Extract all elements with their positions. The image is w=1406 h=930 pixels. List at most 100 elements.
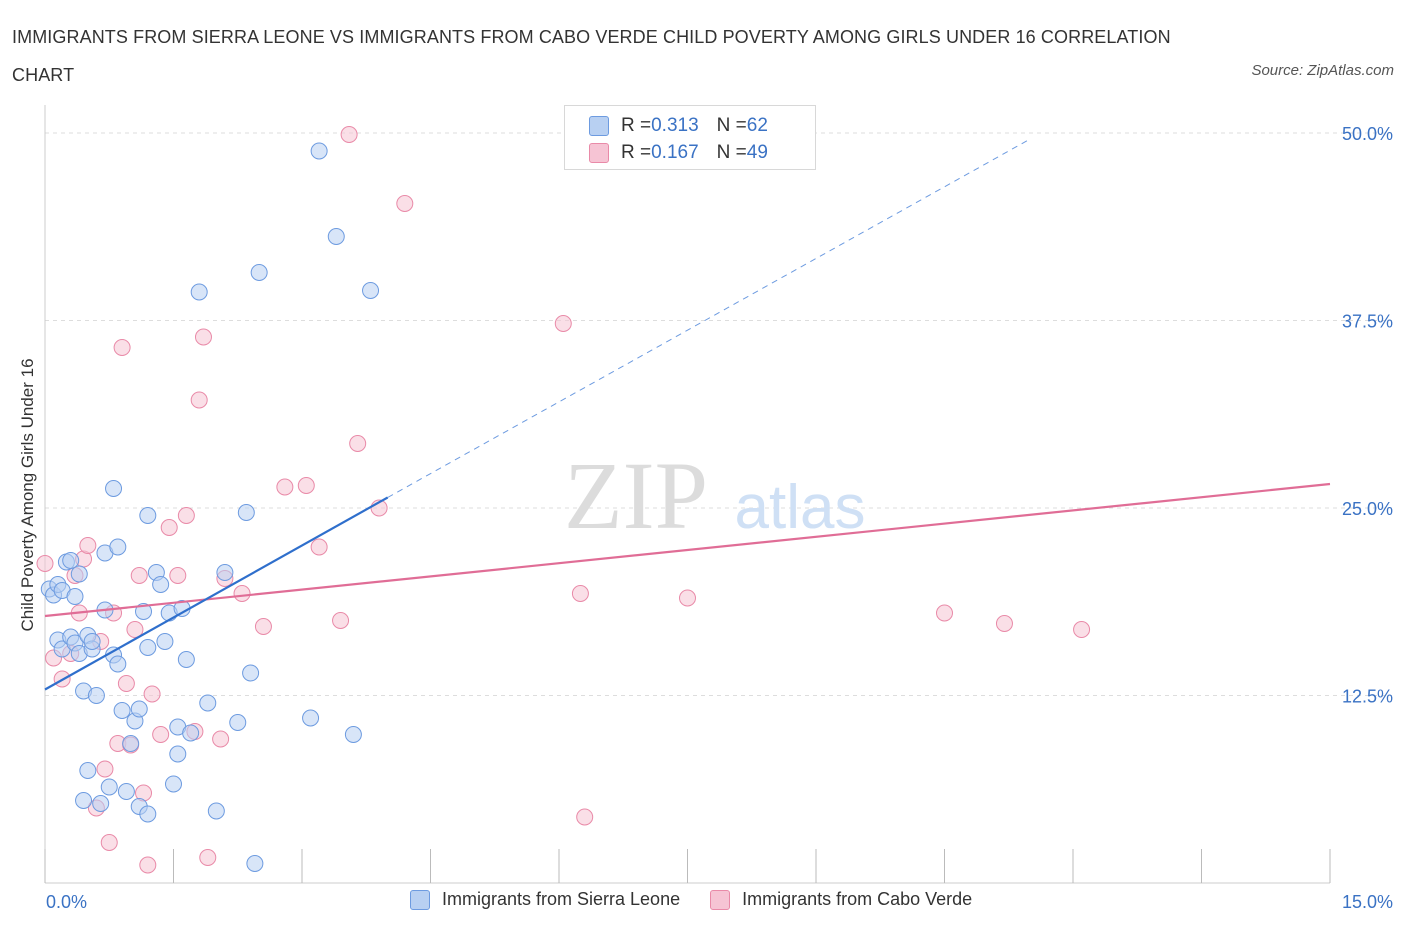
cabo-verde-trend-line <box>44 482 1331 618</box>
sierra-leone-points <box>40 142 380 872</box>
cabo-verde-point <box>396 195 414 212</box>
cabo-verde-point <box>96 760 114 778</box>
n-value: 49 <box>746 142 768 163</box>
sierra-leone-point <box>113 702 131 719</box>
x-tick-label: 0.0% <box>46 892 87 912</box>
legend-item-sierra-leone: Immigrants from Sierra Leone <box>410 889 680 910</box>
sierra-leone-point <box>139 805 157 823</box>
sierra-leone-point <box>105 480 123 497</box>
cabo-verde-point <box>310 538 328 556</box>
cabo-verde-point <box>194 328 212 346</box>
sierra-leone-point <box>135 603 153 620</box>
cabo-verde-point <box>130 567 148 584</box>
r-label: R = <box>621 142 652 163</box>
sierra-leone-point <box>109 655 127 673</box>
y-tick-label: 37.5% <box>1342 312 1393 332</box>
cabo-verde-point <box>160 519 178 536</box>
correlation-legend: R = 0.313 N = 62 R = 0.167 N = 49 <box>564 105 816 170</box>
pink-swatch <box>589 143 609 163</box>
cabo-verde-point <box>117 675 135 692</box>
sierra-leone-point <box>100 778 118 796</box>
sierra-leone-point <box>250 264 268 281</box>
y-tick-label: 50.0% <box>1342 124 1393 144</box>
sierra-leone-point <box>199 694 217 712</box>
sierra-leone-point <box>169 745 187 763</box>
cabo-verde-point <box>169 567 187 584</box>
y-tick-label: 25.0% <box>1342 499 1393 519</box>
y-axis-label: Child Poverty Among Girls Under 16 <box>18 358 37 632</box>
watermark-atlas: atlas <box>735 473 866 542</box>
axes <box>44 105 1331 884</box>
sierra-leone-point <box>152 576 170 593</box>
sierra-leone-point <box>216 564 234 581</box>
sierra-leone-point <box>83 633 101 650</box>
cabo-verde-point <box>340 126 358 143</box>
cabo-verde-point <box>571 585 589 602</box>
sierra-leone-point <box>310 142 328 160</box>
sierra-leone-point <box>344 726 362 743</box>
cabo-verde-point <box>1073 621 1091 638</box>
sierra-leone-point <box>229 714 247 731</box>
sierra-leone-trend-line <box>44 496 389 691</box>
cabo-verde-point <box>233 585 251 602</box>
cabo-verde-point <box>152 726 170 743</box>
cabo-verde-point <box>679 589 696 607</box>
sierra-leone-point <box>362 282 380 299</box>
cabo-verde-point <box>554 315 572 332</box>
sierra-leone-point <box>109 538 127 556</box>
watermark-zip: ZIP <box>564 442 708 549</box>
cabo-verde-point <box>126 621 144 638</box>
legend-label: Immigrants from Cabo Verde <box>742 889 973 909</box>
cabo-verde-point <box>113 339 131 356</box>
legend-label: Immigrants from Sierra Leone <box>442 889 681 909</box>
sierra-leone-point <box>70 565 88 583</box>
sierra-leone-point <box>246 855 264 872</box>
cabo-verde-point <box>177 507 195 524</box>
sierra-leone-point <box>327 228 345 245</box>
pink-swatch <box>710 889 731 910</box>
sierra-leone-point <box>182 724 200 742</box>
legend-row-sierra-leone: R = 0.313 N = 62 <box>589 114 768 138</box>
cabo-verde-point <box>199 849 217 866</box>
chart-title: IMMIGRANTS FROM SIERRA LEONE VS IMMIGRAN… <box>12 27 1171 85</box>
sierra-leone-point <box>79 762 97 779</box>
sierra-leone-point <box>302 709 320 727</box>
cabo-verde-point <box>276 478 294 496</box>
sierra-leone-trend-extension <box>387 138 1031 498</box>
cabo-verde-point <box>190 391 208 409</box>
blue-swatch <box>410 889 430 910</box>
sierra-leone-point <box>237 504 255 521</box>
cabo-verde-point <box>576 808 594 826</box>
cabo-verde-point <box>79 537 97 554</box>
legend-item-cabo-verde: Immigrants from Cabo Verde <box>710 889 972 910</box>
sierra-leone-point <box>117 783 135 800</box>
cabo-verde-point <box>254 618 272 635</box>
cabo-verde-point <box>332 612 350 629</box>
watermark: ZIP atlas <box>564 442 865 549</box>
n-label: N = <box>716 115 747 136</box>
sierra-leone-point <box>62 552 80 569</box>
x-tick-label: 15.0% <box>1342 892 1393 912</box>
cabo-verde-point <box>143 685 161 703</box>
r-label: R = <box>621 115 652 136</box>
gridlines <box>45 132 1392 696</box>
sierra-leone-point <box>242 664 260 682</box>
blue-swatch <box>589 116 609 136</box>
cabo-verde-point <box>936 604 953 622</box>
cabo-verde-point <box>297 477 315 494</box>
sierra-leone-point <box>177 651 195 668</box>
legend-row-cabo-verde: R = 0.167 N = 49 <box>589 141 768 165</box>
r-value: 0.167 <box>651 142 699 163</box>
cabo-verde-point <box>349 435 367 452</box>
cabo-verde-point <box>212 730 230 748</box>
sierra-leone-point <box>190 283 208 301</box>
series-legend: Immigrants from Sierra Leone Immigrants … <box>410 889 1002 910</box>
sierra-leone-point <box>87 687 105 704</box>
sierra-leone-point <box>75 792 93 809</box>
source-label: Source: ZipAtlas.com <box>1251 62 1394 79</box>
r-value: 0.313 <box>651 115 699 136</box>
sierra-leone-point <box>139 507 157 524</box>
sierra-leone-point <box>92 795 110 812</box>
n-value: 62 <box>746 115 768 136</box>
y-tick-label: 12.5% <box>1342 687 1393 707</box>
